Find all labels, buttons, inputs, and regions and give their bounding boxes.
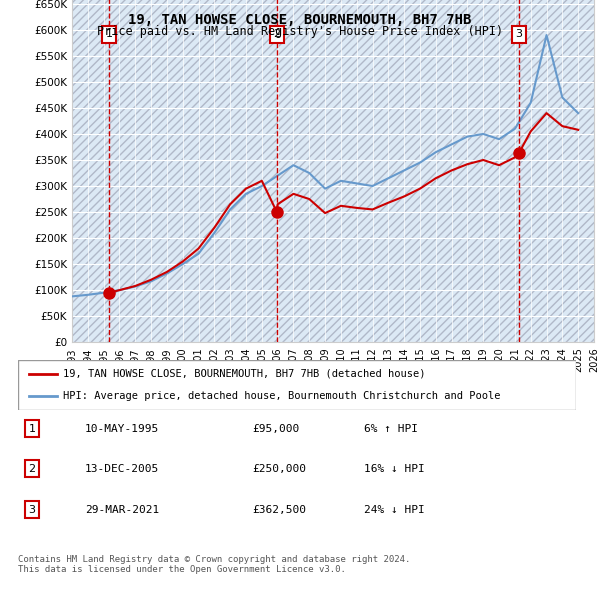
Text: Price paid vs. HM Land Registry's House Price Index (HPI): Price paid vs. HM Land Registry's House … [97,25,503,38]
Text: 1: 1 [28,424,35,434]
Text: 19, TAN HOWSE CLOSE, BOURNEMOUTH, BH7 7HB: 19, TAN HOWSE CLOSE, BOURNEMOUTH, BH7 7H… [128,13,472,27]
Text: 6% ↑ HPI: 6% ↑ HPI [364,424,418,434]
Text: 10-MAY-1995: 10-MAY-1995 [85,424,159,434]
Text: £95,000: £95,000 [253,424,299,434]
Text: £250,000: £250,000 [253,464,307,474]
FancyBboxPatch shape [18,360,576,410]
Text: 19, TAN HOWSE CLOSE, BOURNEMOUTH, BH7 7HB (detached house): 19, TAN HOWSE CLOSE, BOURNEMOUTH, BH7 7H… [62,369,425,379]
Text: 3: 3 [515,30,522,39]
Text: 24% ↓ HPI: 24% ↓ HPI [364,505,425,514]
Text: 1: 1 [106,30,113,39]
Text: 2: 2 [28,464,35,474]
Text: 16% ↓ HPI: 16% ↓ HPI [364,464,425,474]
Text: £362,500: £362,500 [253,505,307,514]
Text: 3: 3 [28,505,35,514]
Text: 29-MAR-2021: 29-MAR-2021 [85,505,159,514]
Text: Contains HM Land Registry data © Crown copyright and database right 2024.
This d: Contains HM Land Registry data © Crown c… [18,555,410,574]
Text: HPI: Average price, detached house, Bournemouth Christchurch and Poole: HPI: Average price, detached house, Bour… [62,391,500,401]
Text: 2: 2 [273,30,280,39]
Text: 13-DEC-2005: 13-DEC-2005 [85,464,159,474]
